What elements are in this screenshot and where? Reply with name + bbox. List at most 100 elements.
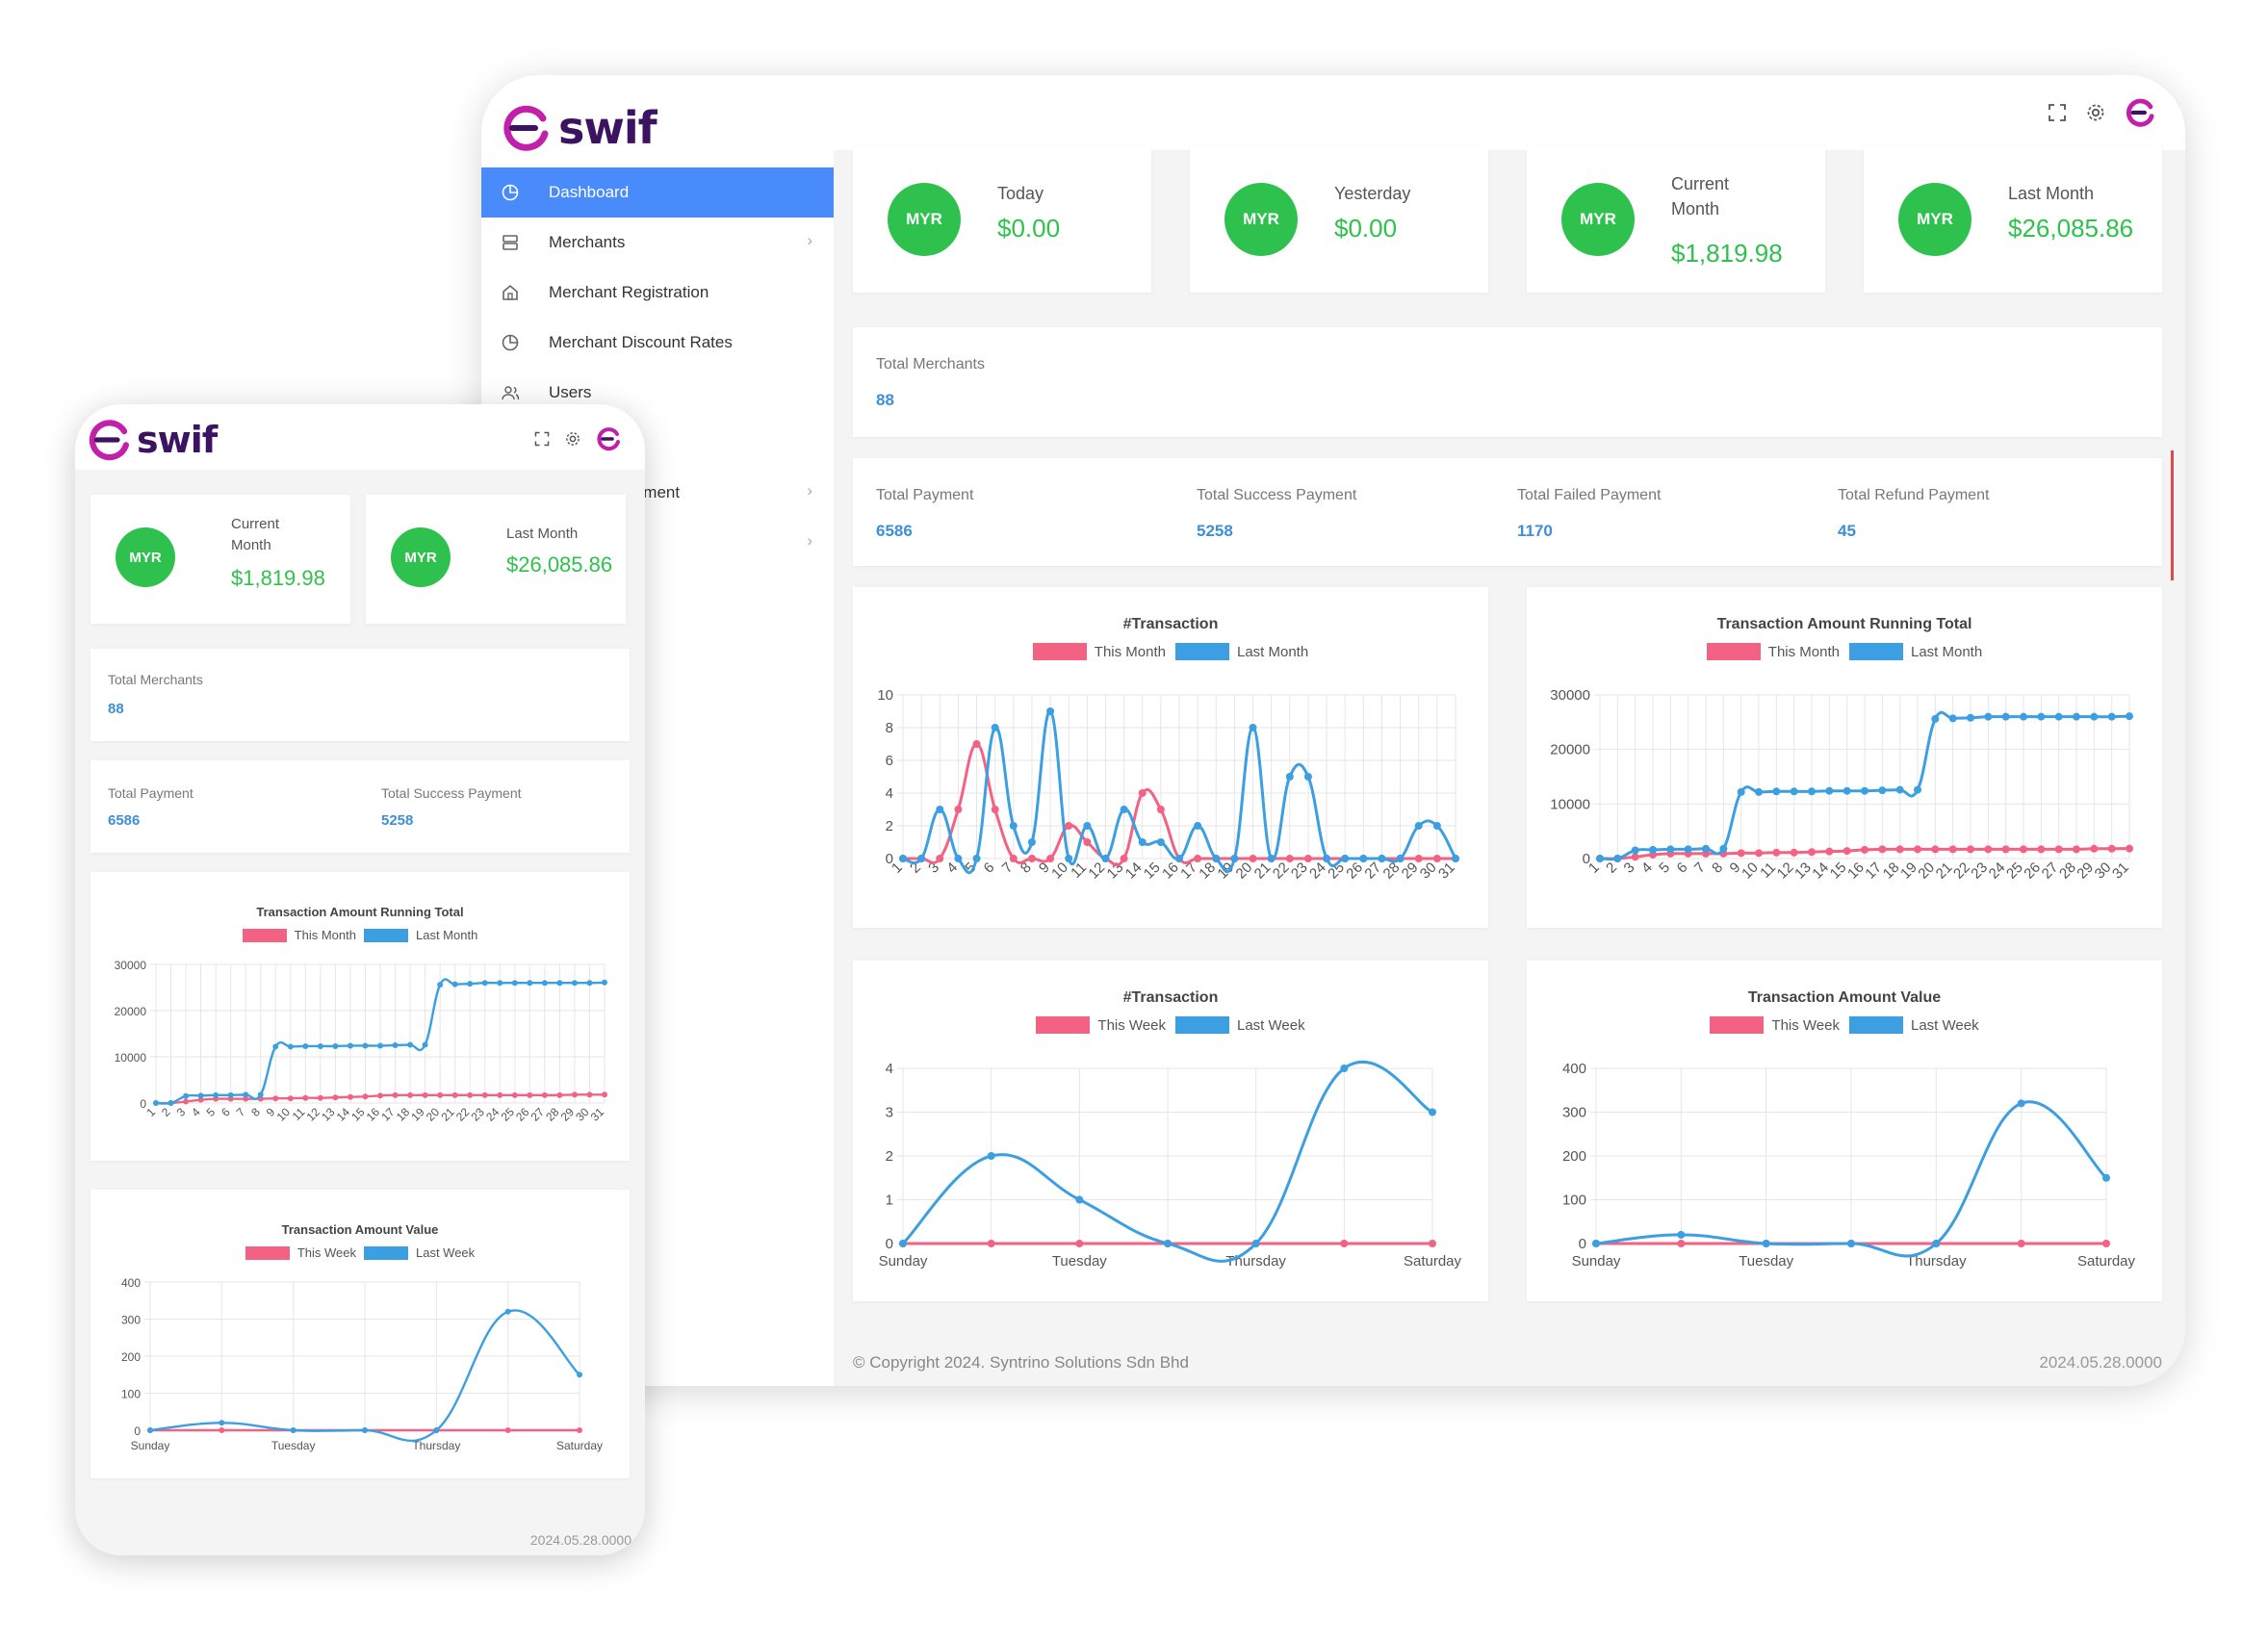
data-point[interactable] xyxy=(1825,847,1834,856)
data-point[interactable] xyxy=(541,1091,548,1098)
data-point[interactable] xyxy=(302,1042,309,1049)
data-point[interactable] xyxy=(1251,1240,1260,1247)
legend-item[interactable]: This Week xyxy=(245,1245,356,1260)
series-line-last[interactable] xyxy=(149,1309,580,1443)
data-point[interactable] xyxy=(197,1092,204,1099)
data-point[interactable] xyxy=(377,1092,383,1099)
data-point[interactable] xyxy=(1596,855,1604,862)
data-point[interactable] xyxy=(991,806,999,813)
data-point[interactable] xyxy=(1702,844,1710,853)
fullscreen-icon[interactable] xyxy=(533,430,551,448)
payment-value[interactable]: 45 xyxy=(1838,522,1856,540)
payment-value[interactable]: 5258 xyxy=(1197,522,1233,540)
data-point[interactable] xyxy=(1285,773,1294,781)
data-point[interactable] xyxy=(437,982,444,988)
data-point[interactable] xyxy=(987,1152,995,1160)
sidebar-item-dashboard[interactable]: Dashboard xyxy=(481,167,834,218)
data-point[interactable] xyxy=(347,1042,353,1049)
data-point[interactable] xyxy=(541,980,548,987)
data-point[interactable] xyxy=(1677,1230,1686,1239)
data-point[interactable] xyxy=(527,980,533,987)
data-point[interactable] xyxy=(362,1427,368,1433)
data-point[interactable] xyxy=(991,724,999,731)
sidebar-item-users[interactable]: Users xyxy=(481,368,834,418)
data-point[interactable] xyxy=(1878,845,1887,854)
data-point[interactable] xyxy=(1861,845,1869,854)
data-point[interactable] xyxy=(433,1427,440,1433)
data-point[interactable] xyxy=(527,1091,533,1098)
data-point[interactable] xyxy=(556,1091,563,1098)
data-point[interactable] xyxy=(1948,714,1957,723)
data-point[interactable] xyxy=(1914,785,1921,794)
gear-icon[interactable] xyxy=(2085,102,2106,123)
data-point[interactable] xyxy=(451,1091,458,1098)
data-point[interactable] xyxy=(219,1427,225,1433)
data-point[interactable] xyxy=(1175,855,1183,862)
data-point[interactable] xyxy=(586,1091,593,1098)
sidebar-item-merchant-registration[interactable]: Merchant Registration xyxy=(481,268,834,318)
data-point[interactable] xyxy=(1340,1240,1349,1247)
data-point[interactable] xyxy=(1414,855,1423,862)
data-point[interactable] xyxy=(290,1427,296,1433)
data-point[interactable] xyxy=(467,1091,474,1098)
data-point[interactable] xyxy=(2001,712,2010,721)
gear-icon[interactable] xyxy=(564,430,581,448)
data-point[interactable] xyxy=(1046,855,1055,862)
data-point[interactable] xyxy=(1592,1240,1600,1247)
data-point[interactable] xyxy=(1878,786,1887,795)
payment-value[interactable]: 1170 xyxy=(1517,522,1553,540)
legend-item[interactable]: Last Month xyxy=(363,928,477,942)
data-point[interactable] xyxy=(1762,1240,1770,1247)
data-point[interactable] xyxy=(954,855,963,862)
data-point[interactable] xyxy=(1083,838,1092,846)
sidebar-item-item-7[interactable]: › xyxy=(481,518,834,568)
data-point[interactable] xyxy=(332,1042,339,1049)
data-point[interactable] xyxy=(586,980,593,987)
data-point[interactable] xyxy=(257,1091,264,1098)
data-point[interactable] xyxy=(1666,845,1675,854)
data-point[interactable] xyxy=(1932,1240,1941,1247)
legend-item[interactable]: Last Month xyxy=(1848,643,1982,660)
data-point[interactable] xyxy=(422,1091,428,1098)
data-point[interactable] xyxy=(1009,822,1018,830)
data-point[interactable] xyxy=(1075,1240,1084,1247)
data-point[interactable] xyxy=(451,981,458,988)
data-point[interactable] xyxy=(1429,1240,1436,1247)
data-point[interactable] xyxy=(497,980,503,987)
data-point[interactable] xyxy=(1359,855,1368,862)
sidebar-item-merchants[interactable]: Merchants › xyxy=(481,218,834,268)
data-point[interactable] xyxy=(1414,822,1423,830)
data-point[interactable] xyxy=(1156,838,1165,846)
mobile-logo[interactable]: swif xyxy=(85,416,218,464)
data-point[interactable] xyxy=(1027,838,1036,846)
legend-item[interactable]: Last Month xyxy=(1174,643,1308,660)
sidebar-logo[interactable]: swif xyxy=(499,94,657,162)
data-point[interactable] xyxy=(1138,838,1147,846)
data-point[interactable] xyxy=(183,1092,190,1099)
data-point[interactable] xyxy=(602,1091,607,1098)
data-point[interactable] xyxy=(1303,855,1312,862)
data-point[interactable] xyxy=(602,979,607,986)
data-point[interactable] xyxy=(1303,773,1312,781)
data-point[interactable] xyxy=(1631,846,1639,855)
data-point[interactable] xyxy=(1847,1240,1855,1247)
data-point[interactable] xyxy=(362,1042,369,1049)
data-point[interactable] xyxy=(511,1091,518,1098)
data-point[interactable] xyxy=(1396,855,1405,862)
data-point[interactable] xyxy=(1755,787,1763,796)
data-point[interactable] xyxy=(362,1093,369,1100)
data-point[interactable] xyxy=(1120,806,1128,813)
data-point[interactable] xyxy=(1967,713,1974,722)
data-point[interactable] xyxy=(954,806,963,813)
data-point[interactable] xyxy=(2073,712,2080,721)
data-point[interactable] xyxy=(1156,806,1165,813)
data-point[interactable] xyxy=(1948,845,1957,854)
data-point[interactable] xyxy=(497,1091,503,1098)
data-point[interactable] xyxy=(1249,855,1257,862)
legend-item[interactable]: Last Week xyxy=(363,1245,475,1260)
data-point[interactable] xyxy=(511,980,518,987)
data-point[interactable] xyxy=(972,740,981,748)
data-point[interactable] xyxy=(243,1095,249,1102)
data-point[interactable] xyxy=(1432,822,1441,830)
data-point[interactable] xyxy=(1755,849,1763,858)
